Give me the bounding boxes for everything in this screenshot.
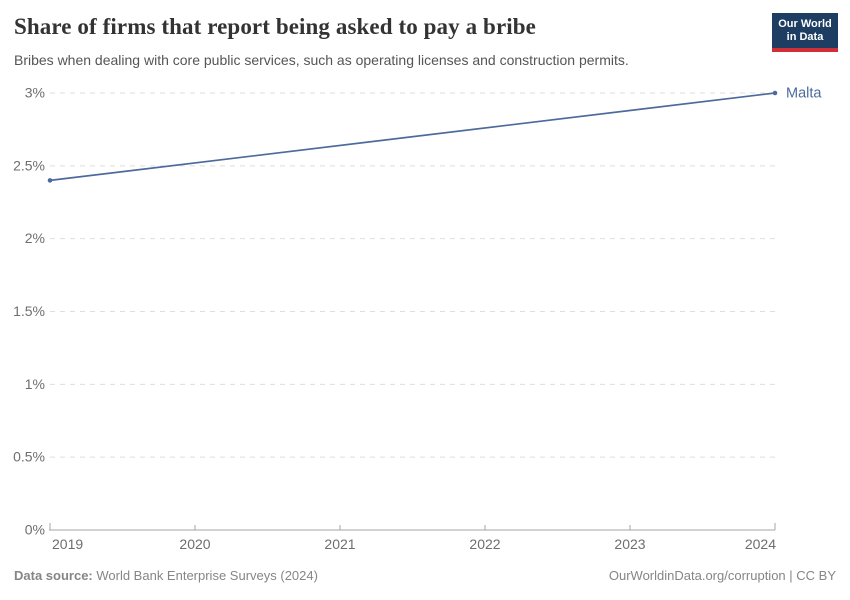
x-axis-tick-label: 2024 [745,536,776,552]
data-source-text: World Bank Enterprise Surveys (2024) [92,568,318,583]
owid-logo-line2: in Data [786,31,824,43]
y-axis-tick-label: 1.5% [13,303,45,319]
x-axis-tick-label: 2023 [614,536,645,552]
chart-subtitle: Bribes when dealing with core public ser… [14,52,629,68]
y-axis-tick-label: 0% [25,522,45,538]
y-axis-tick-label: 0.5% [13,449,45,465]
owid-logo-line1: Our World [778,18,832,30]
x-axis-tick-label: 2019 [52,536,83,552]
y-axis-tick-label: 3% [25,85,45,101]
page-title: Share of firms that report being asked t… [14,14,536,39]
y-axis-tick-label: 2.5% [13,157,45,173]
chart-footer: Data source: World Bank Enterprise Surve… [0,568,850,583]
y-axis-tick-label: 1% [25,376,45,392]
x-axis-tick-label: 2022 [469,536,500,552]
data-source-label: Data source: [14,568,93,583]
attribution-link[interactable]: OurWorldinData.org/corruption | CC BY [608,568,836,583]
data-point [772,90,778,96]
x-axis-tick-label: 2021 [324,536,355,552]
y-axis-tick-label: 2% [25,230,45,246]
series-line [49,92,776,182]
x-axis-tick-label: 2020 [179,536,210,552]
series-entity-label: Malta [786,86,822,102]
owid-logo[interactable]: Our World in Data [772,13,838,52]
data-source-note: Data source: World Bank Enterprise Surve… [14,568,318,583]
data-point [47,178,53,183]
